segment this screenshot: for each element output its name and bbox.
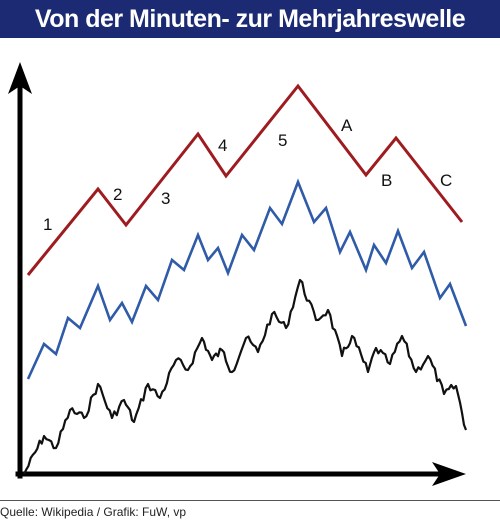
wave-label-2: 2 <box>113 185 122 204</box>
wave-label-c: C <box>440 171 452 190</box>
source-note: Quelle: Wikipedia / Grafik: FuW, vp <box>0 505 187 519</box>
wave-label-5: 5 <box>278 131 287 150</box>
wave-diagram: 1 2 3 4 5 A B C <box>0 38 500 500</box>
x-axis-arrowhead <box>432 462 466 486</box>
wave-minute <box>23 278 468 475</box>
wave-primary <box>26 83 464 276</box>
wave-labels: 1 2 3 4 5 A B C <box>43 116 452 234</box>
footer-divider <box>0 500 500 501</box>
chart-title: Von der Minuten- zur Mehrjahreswelle <box>34 4 466 33</box>
wave-label-4: 4 <box>218 136 227 155</box>
wave-intermediate <box>26 178 468 380</box>
wave-label-b: B <box>381 171 392 190</box>
wave-label-1: 1 <box>43 215 52 234</box>
axes <box>8 62 466 486</box>
title-bar: Von der Minuten- zur Mehrjahreswelle <box>0 0 500 38</box>
wave-diagram-svg: 1 2 3 4 5 A B C <box>8 62 468 486</box>
wave-label-a: A <box>341 116 353 135</box>
y-axis-arrowhead <box>8 62 32 94</box>
wave-label-3: 3 <box>161 189 170 208</box>
